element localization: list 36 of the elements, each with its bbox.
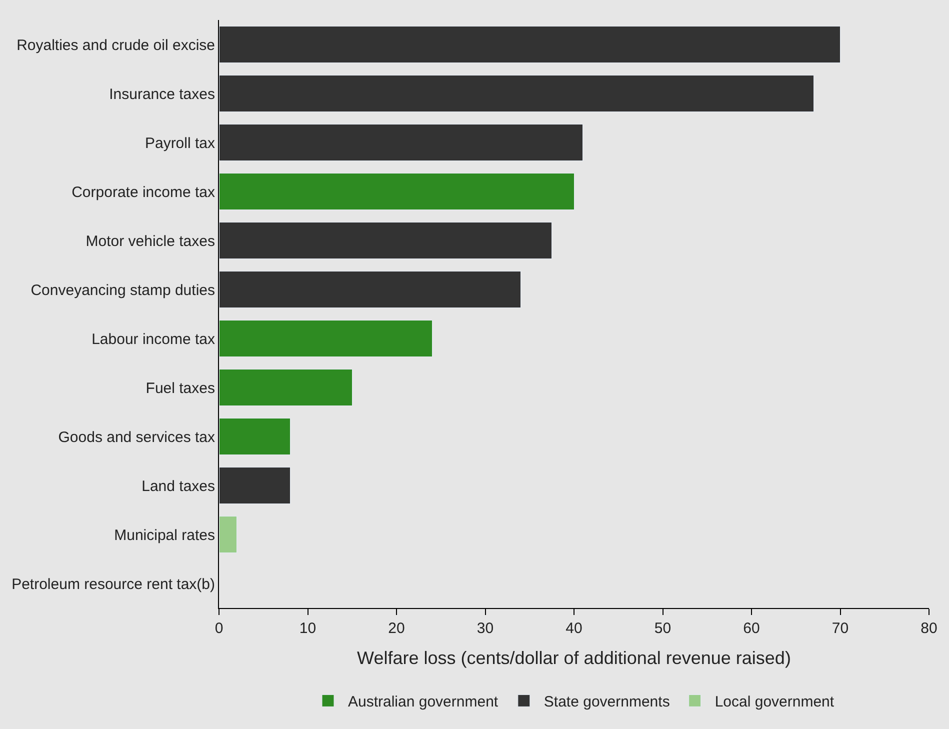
x-tick-label: 50 xyxy=(654,620,672,637)
x-axis-title: Welfare loss (cents/dollar of additional revenue raised) xyxy=(357,648,791,668)
bar xyxy=(219,222,552,260)
bar xyxy=(219,26,840,64)
legend-label: State governments xyxy=(544,694,670,711)
x-tick-label: 20 xyxy=(388,620,405,637)
x-tick-label: 70 xyxy=(832,620,849,637)
y-tick-label: Payroll tax xyxy=(144,134,216,152)
bar xyxy=(219,418,290,456)
legend-label: Australian government xyxy=(348,694,499,711)
x-tick-label: 0 xyxy=(214,620,224,637)
bar xyxy=(219,466,290,504)
y-tick-label: Motor vehicle taxes xyxy=(86,232,215,250)
y-tick-label: Goods and services tax xyxy=(58,428,216,446)
y-tick-label: Petroleum resource rent tax(b) xyxy=(12,576,215,593)
y-tick-label: Royalties and crude oil excise xyxy=(16,36,215,54)
x-tick-label: 60 xyxy=(743,620,760,637)
x-tick-label: 40 xyxy=(566,620,582,637)
legend-label: Local government xyxy=(714,694,835,711)
y-tick-label: Conveyancing stamp duties xyxy=(30,282,215,299)
bar xyxy=(219,74,814,112)
x-tick-label: 30 xyxy=(476,620,494,637)
y-tick-label: Corporate income tax xyxy=(72,184,216,201)
y-tick-label: Insurance taxes xyxy=(109,86,215,103)
bar xyxy=(219,172,574,210)
y-tick-label: Land taxes xyxy=(142,478,215,495)
y-tick-label: Fuel taxes xyxy=(146,380,215,397)
bar xyxy=(219,368,352,406)
y-tick-label: Labour income tax xyxy=(92,330,216,348)
bar xyxy=(219,124,584,162)
y-tick-label: Municipal rates xyxy=(114,526,215,544)
bar xyxy=(219,320,432,358)
bar xyxy=(219,270,521,308)
x-tick-label: 10 xyxy=(299,620,316,637)
bar xyxy=(219,516,237,554)
x-tick-label: 80 xyxy=(920,620,938,637)
